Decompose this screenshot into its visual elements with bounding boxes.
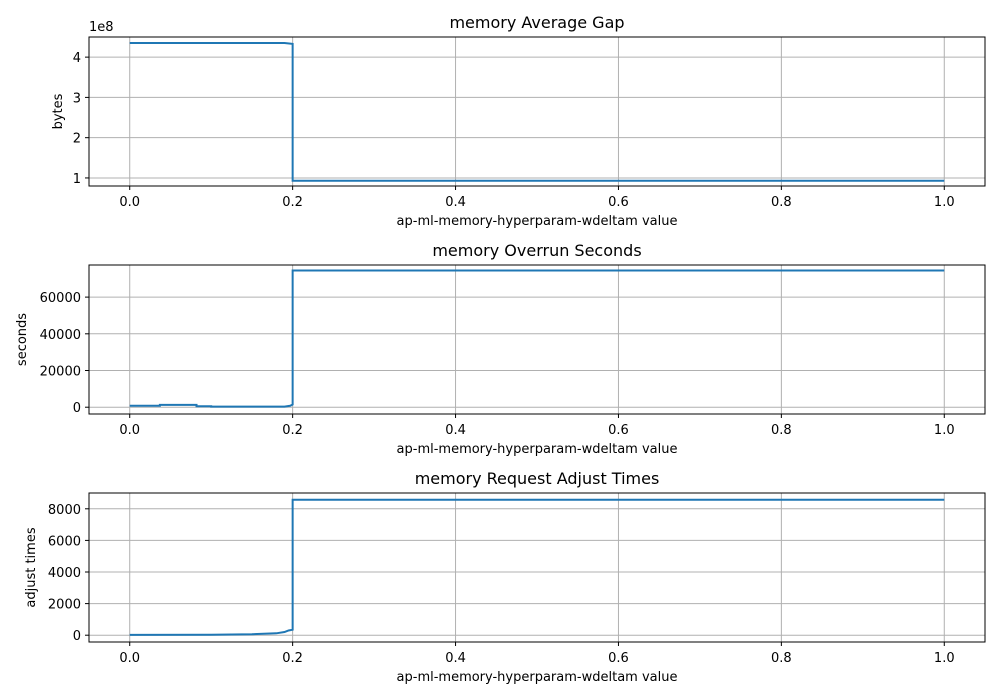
y-tick-label: 60000 <box>40 291 81 306</box>
y-axis-label: seconds <box>15 313 30 366</box>
x-axis-label: ap-ml-memory-hyperparam-wdeltam value <box>397 670 678 685</box>
subplot-2: 0.0 0.2 0.4 0.6 0.8 1.0 0 20000 40000 60000 memory… <box>15 241 986 457</box>
y-tick-label: 1 <box>73 172 81 187</box>
x-tick-label: 0.8 <box>771 423 792 438</box>
y-tick-label: 4000 <box>48 566 81 581</box>
series-line <box>129 498 945 636</box>
x-tick-label: 1.0 <box>934 423 955 438</box>
y-tick-label: 2000 <box>48 598 81 613</box>
x-tick-label: 1.0 <box>934 195 955 210</box>
y-tick-label: 8000 <box>48 503 81 518</box>
y-tick-label: 2 <box>73 132 81 147</box>
y-tick-label: 4 <box>73 51 81 66</box>
plot-frame <box>88 492 986 643</box>
subplot-1: 0.0 0.2 0.4 0.6 0.8 1.0 1 2 3 4 memory Average Gap… <box>51 13 986 229</box>
x-tick-label: 0.0 <box>119 651 140 666</box>
y-tick-label: 3 <box>73 91 81 106</box>
y-tick-label: 0 <box>73 401 81 416</box>
x-tick-label: 0.4 <box>445 651 466 666</box>
y-tick-label: 0 <box>73 629 81 644</box>
x-tick-label: 0.4 <box>445 195 466 210</box>
y-tick-label: 6000 <box>48 534 81 549</box>
x-tick-label: 0.6 <box>608 195 629 210</box>
x-tick-label: 0.6 <box>608 651 629 666</box>
x-tick-label: 0.6 <box>608 423 629 438</box>
chart-title: memory Average Gap <box>449 13 624 32</box>
plot-frame <box>88 264 986 415</box>
x-tick-label: 0.8 <box>771 651 792 666</box>
x-tick-label: 0.0 <box>119 423 140 438</box>
y-offset-text: 1e8 <box>89 20 114 35</box>
x-tick-label: 1.0 <box>934 651 955 666</box>
y-axis-label: adjust times <box>24 527 39 607</box>
chart-title: memory Request Adjust Times <box>415 469 660 488</box>
y-tick-label: 20000 <box>40 365 81 380</box>
subplot-3: 0.0 0.2 0.4 0.6 0.8 1.0 0 2000 4000 6000 8000 memor… <box>24 469 986 685</box>
x-tick-label: 0.2 <box>282 423 303 438</box>
y-axis-label: bytes <box>51 93 66 129</box>
x-tick-label: 0.2 <box>282 195 303 210</box>
x-tick-label: 0.2 <box>282 651 303 666</box>
x-tick-label: 0.8 <box>771 195 792 210</box>
x-axis-label: ap-ml-memory-hyperparam-wdeltam value <box>397 214 678 229</box>
x-tick-label: 0.0 <box>119 195 140 210</box>
plot-frame <box>88 36 986 187</box>
y-tick-label: 40000 <box>40 328 81 343</box>
series-line <box>129 269 945 408</box>
series-line <box>129 42 945 182</box>
x-axis-label: ap-ml-memory-hyperparam-wdeltam value <box>397 442 678 457</box>
x-tick-label: 0.4 <box>445 423 466 438</box>
chart-title: memory Overrun Seconds <box>432 241 641 260</box>
